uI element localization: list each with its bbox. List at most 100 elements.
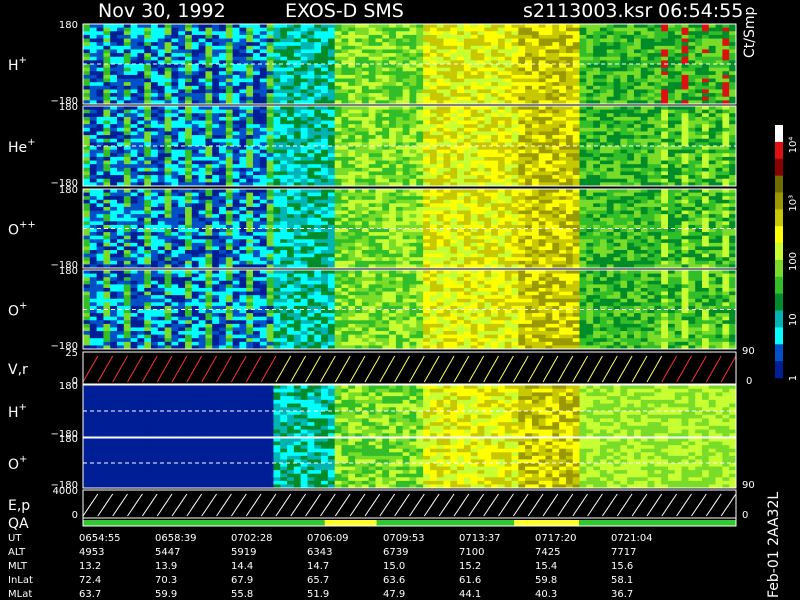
heatmap-cell <box>239 153 247 158</box>
heatmap-cell <box>83 27 91 32</box>
heatmap-cell <box>123 239 132 244</box>
heatmap-cell <box>518 171 526 176</box>
heatmap-cell <box>246 182 254 187</box>
heatmap-cell <box>225 206 234 211</box>
heatmap-cell <box>729 67 737 72</box>
heatmap-cell <box>287 93 295 98</box>
heatmap-cell <box>314 178 322 183</box>
heatmap-cell <box>191 34 200 39</box>
heatmap-cell <box>232 232 240 237</box>
heatmap-cell <box>151 109 159 114</box>
heatmap-cell <box>620 71 628 76</box>
heatmap-cell <box>137 138 145 143</box>
heatmap-cell <box>443 89 451 94</box>
heatmap-cell <box>531 135 540 140</box>
heatmap-cell <box>151 96 159 101</box>
heatmap-cell <box>96 100 104 105</box>
heatmap-cell <box>457 171 465 176</box>
heatmap-cell <box>178 153 186 158</box>
heatmap-cell <box>287 156 295 161</box>
heatmap-cell <box>463 34 472 39</box>
heatmap-cell <box>722 171 730 176</box>
heatmap-cell <box>667 175 676 180</box>
heatmap-cell <box>334 71 342 76</box>
heatmap-cell <box>484 38 492 43</box>
heatmap-cell <box>89 109 97 114</box>
heatmap-cell <box>708 64 716 69</box>
heatmap-cell <box>429 56 438 61</box>
heatmap-cell <box>620 146 628 151</box>
heatmap-cell <box>620 116 628 121</box>
heatmap-cell <box>321 53 329 58</box>
heatmap-cell <box>110 171 118 176</box>
heatmap-cell <box>273 217 281 222</box>
heatmap-cell <box>314 78 322 83</box>
heatmap-cell <box>164 96 172 101</box>
heatmap-cell <box>593 38 601 43</box>
heatmap-cell <box>280 142 288 147</box>
heatmap-cell <box>178 228 186 233</box>
heatmap-cell <box>321 153 329 158</box>
heatmap-cell <box>484 67 492 72</box>
heatmap-cell <box>96 221 104 226</box>
heatmap-cell <box>83 113 91 118</box>
heatmap-cell <box>681 71 689 76</box>
heatmap-cell <box>654 49 662 54</box>
heatmap-cell <box>307 217 315 222</box>
heatmap-cell <box>654 182 662 187</box>
heatmap-cell <box>300 253 308 258</box>
heatmap-cell <box>287 67 295 72</box>
heatmap-cell <box>701 171 710 176</box>
heatmap-cell <box>667 31 676 36</box>
heatmap-cell <box>321 71 329 76</box>
heatmap-cell <box>246 45 254 50</box>
heatmap-cell <box>293 182 302 187</box>
heatmap-cell <box>525 93 533 98</box>
heatmap-cell <box>572 178 580 183</box>
heatmap-cell <box>259 142 268 147</box>
heatmap-cell <box>123 34 132 39</box>
heatmap-cell <box>83 196 91 201</box>
heatmap-cell <box>246 49 254 54</box>
heatmap-cell <box>341 109 349 114</box>
heatmap-cell <box>327 38 336 43</box>
heatmap-cell <box>321 156 329 161</box>
heatmap-cell <box>110 264 118 269</box>
heatmap-cell <box>409 89 417 94</box>
heatmap-cell <box>715 127 723 132</box>
heatmap-cell <box>144 24 152 29</box>
heatmap-cell <box>205 203 213 208</box>
heatmap-cell <box>708 131 716 136</box>
heatmap-cell <box>654 45 662 50</box>
heatmap-cell <box>470 135 478 140</box>
heatmap-cell <box>246 71 254 76</box>
heatmap-cell <box>497 160 506 165</box>
heatmap-cell <box>232 228 240 233</box>
heatmap-cell <box>443 67 451 72</box>
heatmap-cell <box>640 53 648 58</box>
heatmap-cell <box>280 74 288 79</box>
heatmap-cell <box>191 167 200 172</box>
heatmap-cell <box>450 171 458 176</box>
heatmap-cell <box>314 153 322 158</box>
heatmap-cell <box>157 135 166 140</box>
heatmap-cell <box>151 45 159 50</box>
heatmap-cell <box>579 56 587 61</box>
heatmap-cell <box>212 242 220 247</box>
heatmap-cell <box>117 49 125 54</box>
heatmap-cell <box>307 67 315 72</box>
heatmap-cell <box>361 74 370 79</box>
heatmap-cell <box>334 27 342 32</box>
heatmap-cell <box>606 167 614 172</box>
heatmap-cell <box>164 214 172 219</box>
heatmap-cell <box>450 131 458 136</box>
heatmap-cell <box>477 24 485 29</box>
heatmap-cell <box>96 189 104 193</box>
heatmap-cell <box>593 149 601 154</box>
heatmap-cell <box>212 149 220 154</box>
heatmap-cell <box>103 206 111 211</box>
heatmap-cell <box>389 127 397 132</box>
heatmap-cell <box>423 82 431 87</box>
heatmap-cell <box>341 178 349 183</box>
heatmap-cell <box>579 167 587 172</box>
